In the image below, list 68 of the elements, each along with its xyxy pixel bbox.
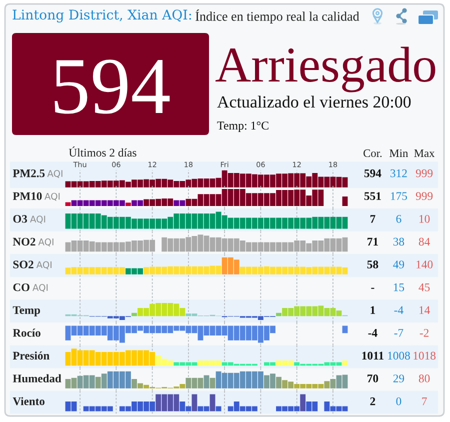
text: 1	[370, 306, 376, 314]
text: 551	[364, 192, 381, 200]
text: 594	[364, 169, 382, 178]
y-axis-title: NO2 AQI	[12, 238, 54, 246]
bar	[138, 383, 143, 388]
text: 58	[367, 260, 378, 268]
bar	[324, 381, 330, 388]
bar	[330, 379, 336, 388]
text: 175	[390, 192, 407, 200]
y-axis-title: Rocío	[12, 328, 40, 337]
y-axis-title: SO2 AQI	[13, 260, 52, 270]
text: -2	[420, 328, 429, 337]
text: 1018	[414, 352, 436, 360]
text: 84	[418, 238, 430, 246]
text: 2	[370, 397, 376, 406]
text: Índice en tiempo real la calidad	[196, 10, 360, 24]
bar	[342, 196, 348, 206]
text: 7	[370, 215, 376, 223]
y-axis-title: Humedad	[12, 374, 62, 382]
text: 594	[54, 60, 170, 114]
text: 140	[416, 260, 433, 268]
text: 45	[418, 283, 430, 292]
text: Arriesgado	[215, 46, 436, 92]
bar	[95, 376, 101, 388]
text: 312	[390, 169, 407, 178]
bar	[132, 312, 137, 316]
text: Max	[414, 149, 435, 158]
text: 38	[393, 238, 404, 246]
text: 6	[396, 214, 402, 223]
y-axis-title: PM10 AQI	[12, 192, 60, 201]
text: Cor.	[364, 149, 382, 158]
text: Min	[390, 149, 408, 157]
text: 10	[419, 214, 430, 223]
y-axis-title: PM2.5 AQI	[12, 169, 62, 178]
text: 1008	[388, 352, 410, 360]
text: -	[371, 288, 374, 289]
text: -4	[394, 306, 404, 314]
text: 70	[368, 374, 378, 382]
text: -4	[368, 329, 378, 337]
y-axis-title: Temp	[12, 306, 40, 316]
text: 15	[394, 283, 404, 292]
bar	[342, 360, 348, 366]
text: 71	[368, 238, 378, 246]
text: Actualizado el viernes 20:00	[217, 96, 411, 108]
text: -7	[394, 329, 404, 337]
text: 29	[393, 374, 404, 382]
bar	[276, 376, 282, 388]
text: 1011	[362, 352, 384, 360]
bar	[276, 312, 282, 316]
text: 999	[416, 169, 433, 178]
y-axis-title: Viento	[12, 397, 44, 406]
bar	[126, 202, 131, 206]
y-axis-title: Presión	[12, 351, 50, 360]
bar	[132, 379, 137, 388]
chart-title: Últimos 2 días	[68, 146, 136, 157]
text: 14	[419, 306, 430, 314]
bar	[210, 378, 216, 388]
text: Temp: 1°C	[217, 122, 268, 132]
text: 7	[422, 397, 427, 406]
text: Lintong District, Xian AQI:	[12, 10, 192, 22]
text: 80	[418, 374, 430, 382]
text: 0	[396, 397, 402, 406]
bar	[204, 375, 210, 388]
text: CO AQI	[13, 283, 48, 292]
bar	[101, 374, 107, 388]
text: 999	[416, 192, 433, 200]
y-axis-title: O3 AQI	[13, 215, 46, 224]
text: 49	[393, 260, 404, 268]
